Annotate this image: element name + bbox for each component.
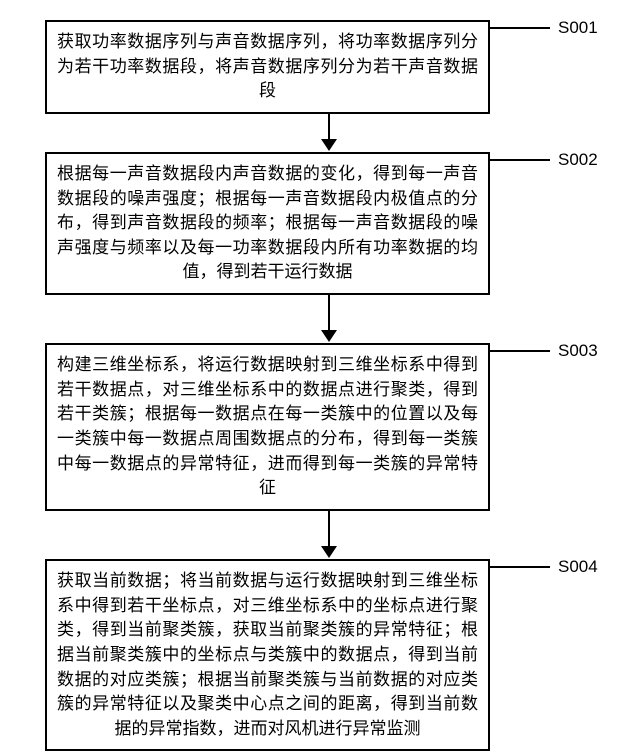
flow-step-row: 获取当前数据；将当前数据与运行数据映射到三维坐标系中得到若干坐标点，对三维坐标系… (10, 559, 612, 751)
arrow-down-icon (328, 114, 330, 142)
flow-step-row: 构建三维坐标系，将运行数据映射到三维坐标系中得到若干数据点，对三维坐标系中的数据… (10, 343, 612, 511)
flow-step-text: 获取功率数据序列与声音数据序列，将功率数据序列分为若干功率数据段，将声音数据序列… (57, 32, 478, 100)
label-connector-line (490, 566, 550, 568)
flow-step-label-s004: S004 (558, 557, 598, 577)
flow-step-row: 获取功率数据序列与声音数据序列，将功率数据序列分为若干功率数据段，将声音数据序列… (10, 20, 612, 114)
flow-arrow (106, 511, 551, 559)
flow-step-text: 构建三维坐标系，将运行数据映射到三维坐标系中得到若干数据点，对三维坐标系中的数据… (57, 355, 478, 497)
flow-arrow (106, 114, 551, 152)
flow-step-box-s001: 获取功率数据序列与声音数据序列，将功率数据序列分为若干功率数据段，将声音数据序列… (45, 20, 490, 114)
label-connector-line (490, 159, 550, 161)
label-connector-line (490, 27, 550, 29)
flow-step-text: 根据每一声音数据段内声音数据的变化，得到每一声音数据段的噪声强度；根据每一声音数… (57, 164, 478, 282)
flowchart-container: 获取功率数据序列与声音数据序列，将功率数据序列分为若干功率数据段，将声音数据序列… (10, 20, 612, 751)
flow-step-label-s003: S003 (558, 341, 598, 361)
flow-step-box-s002: 根据每一声音数据段内声音数据的变化，得到每一声音数据段的噪声强度；根据每一声音数… (45, 152, 490, 295)
flow-step-label-s001: S001 (558, 18, 598, 38)
flow-arrow (106, 295, 551, 343)
flow-step-box-s004: 获取当前数据；将当前数据与运行数据映射到三维坐标系中得到若干坐标点，对三维坐标系… (45, 559, 490, 751)
label-connector-line (490, 350, 550, 352)
flow-step-label-s002: S002 (558, 150, 598, 170)
flow-step-row: 根据每一声音数据段内声音数据的变化，得到每一声音数据段的噪声强度；根据每一声音数… (10, 152, 612, 295)
flow-step-text: 获取当前数据；将当前数据与运行数据映射到三维坐标系中得到若干坐标点，对三维坐标系… (57, 571, 478, 738)
arrow-down-icon (328, 295, 330, 333)
flow-step-box-s003: 构建三维坐标系，将运行数据映射到三维坐标系中得到若干数据点，对三维坐标系中的数据… (45, 343, 490, 511)
arrow-down-icon (328, 511, 330, 549)
